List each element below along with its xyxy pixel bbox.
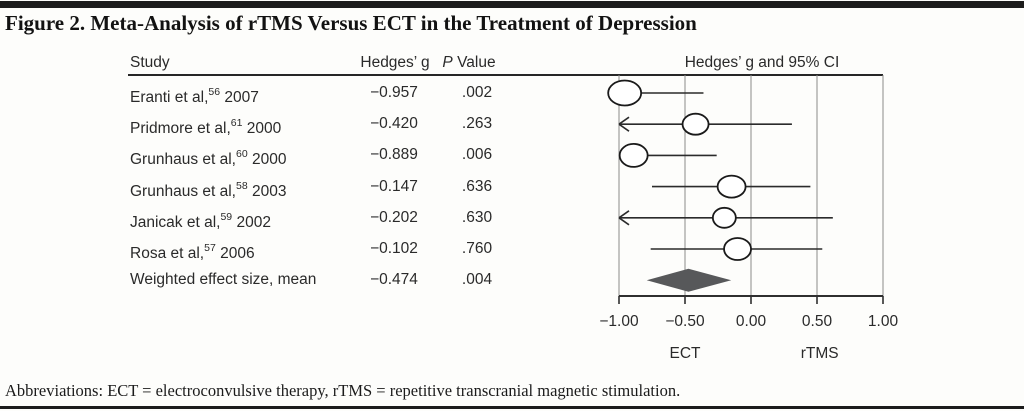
ci-arrowhead bbox=[618, 210, 630, 219]
axis-tick-label: −0.50 bbox=[665, 313, 705, 330]
p-value-rest: Value bbox=[452, 54, 496, 71]
effect-size-marker bbox=[681, 112, 710, 136]
top-rule-bar bbox=[0, 1, 1024, 8]
col-header-p-value: P Value bbox=[429, 53, 509, 73]
col-header-hedges-g: Hedges’ g bbox=[360, 54, 430, 71]
effect-size-marker bbox=[716, 174, 747, 199]
hedges-g-value: −0.202 bbox=[370, 208, 418, 226]
study-label: Eranti et al,56 2007 bbox=[130, 86, 259, 107]
bottom-rule-bar bbox=[0, 406, 1024, 409]
abbreviations-footnote: Abbreviations: ECT = electroconvulsive t… bbox=[5, 381, 681, 400]
hedges-g-value: −0.147 bbox=[370, 177, 418, 195]
summary-diamond bbox=[646, 268, 732, 292]
p-value: .636 bbox=[461, 177, 493, 195]
study-label: Grunhaus et al,58 2003 bbox=[130, 179, 287, 200]
reference-superscript: 58 bbox=[235, 179, 248, 192]
p-value: .630 bbox=[461, 208, 493, 226]
p-value: .263 bbox=[461, 115, 493, 133]
p-value: .006 bbox=[461, 146, 493, 164]
study-label: Pridmore et al,61 2000 bbox=[130, 117, 282, 138]
study-label: Janicak et al,59 2002 bbox=[130, 210, 271, 231]
hedges-g-value: −0.420 bbox=[370, 115, 418, 133]
effect-size-marker bbox=[607, 79, 643, 107]
study-label: Rosa et al,57 2006 bbox=[130, 242, 255, 263]
p-value: .004 bbox=[461, 271, 493, 289]
study-label: Weighted effect size, mean bbox=[130, 271, 317, 289]
hedges-g-value: −0.474 bbox=[370, 271, 418, 289]
effect-size-marker bbox=[723, 237, 752, 261]
reference-superscript: 60 bbox=[235, 148, 248, 161]
ci-arrowhead bbox=[618, 123, 630, 132]
ci-arrowhead bbox=[618, 217, 630, 226]
axis-tick-label: −1.00 bbox=[599, 313, 639, 330]
effect-size-marker bbox=[711, 206, 737, 229]
p-value-italic-p: P bbox=[442, 54, 453, 71]
figure-title: Figure 2. Meta-Analysis of rTMS Versus E… bbox=[5, 11, 697, 35]
axis-group-label: ECT bbox=[670, 345, 702, 362]
hedges-g-value: −0.102 bbox=[370, 240, 418, 257]
hedges-g-value: −0.889 bbox=[370, 146, 418, 164]
axis-group-label: rTMS bbox=[801, 345, 839, 362]
reference-superscript: 61 bbox=[230, 117, 243, 130]
p-value: .760 bbox=[461, 240, 493, 257]
axis-tick-label: 1.00 bbox=[868, 313, 899, 330]
reference-superscript: 59 bbox=[220, 210, 233, 223]
p-value: .002 bbox=[461, 84, 493, 101]
axis-tick-label: 0.00 bbox=[736, 313, 767, 330]
reference-superscript: 56 bbox=[208, 86, 221, 98]
axis-tick-label: 0.50 bbox=[802, 313, 833, 330]
plot-header-hedges-ci: Hedges’ g and 95% CI bbox=[684, 54, 840, 71]
reference-superscript: 57 bbox=[204, 242, 216, 254]
effect-size-marker bbox=[618, 142, 649, 168]
header-rule bbox=[128, 74, 883, 76]
study-label: Grunhaus et al,60 2000 bbox=[130, 148, 287, 169]
ci-arrowhead bbox=[618, 116, 630, 125]
hedges-g-value: −0.957 bbox=[370, 84, 418, 101]
col-header-study: Study bbox=[130, 54, 170, 71]
